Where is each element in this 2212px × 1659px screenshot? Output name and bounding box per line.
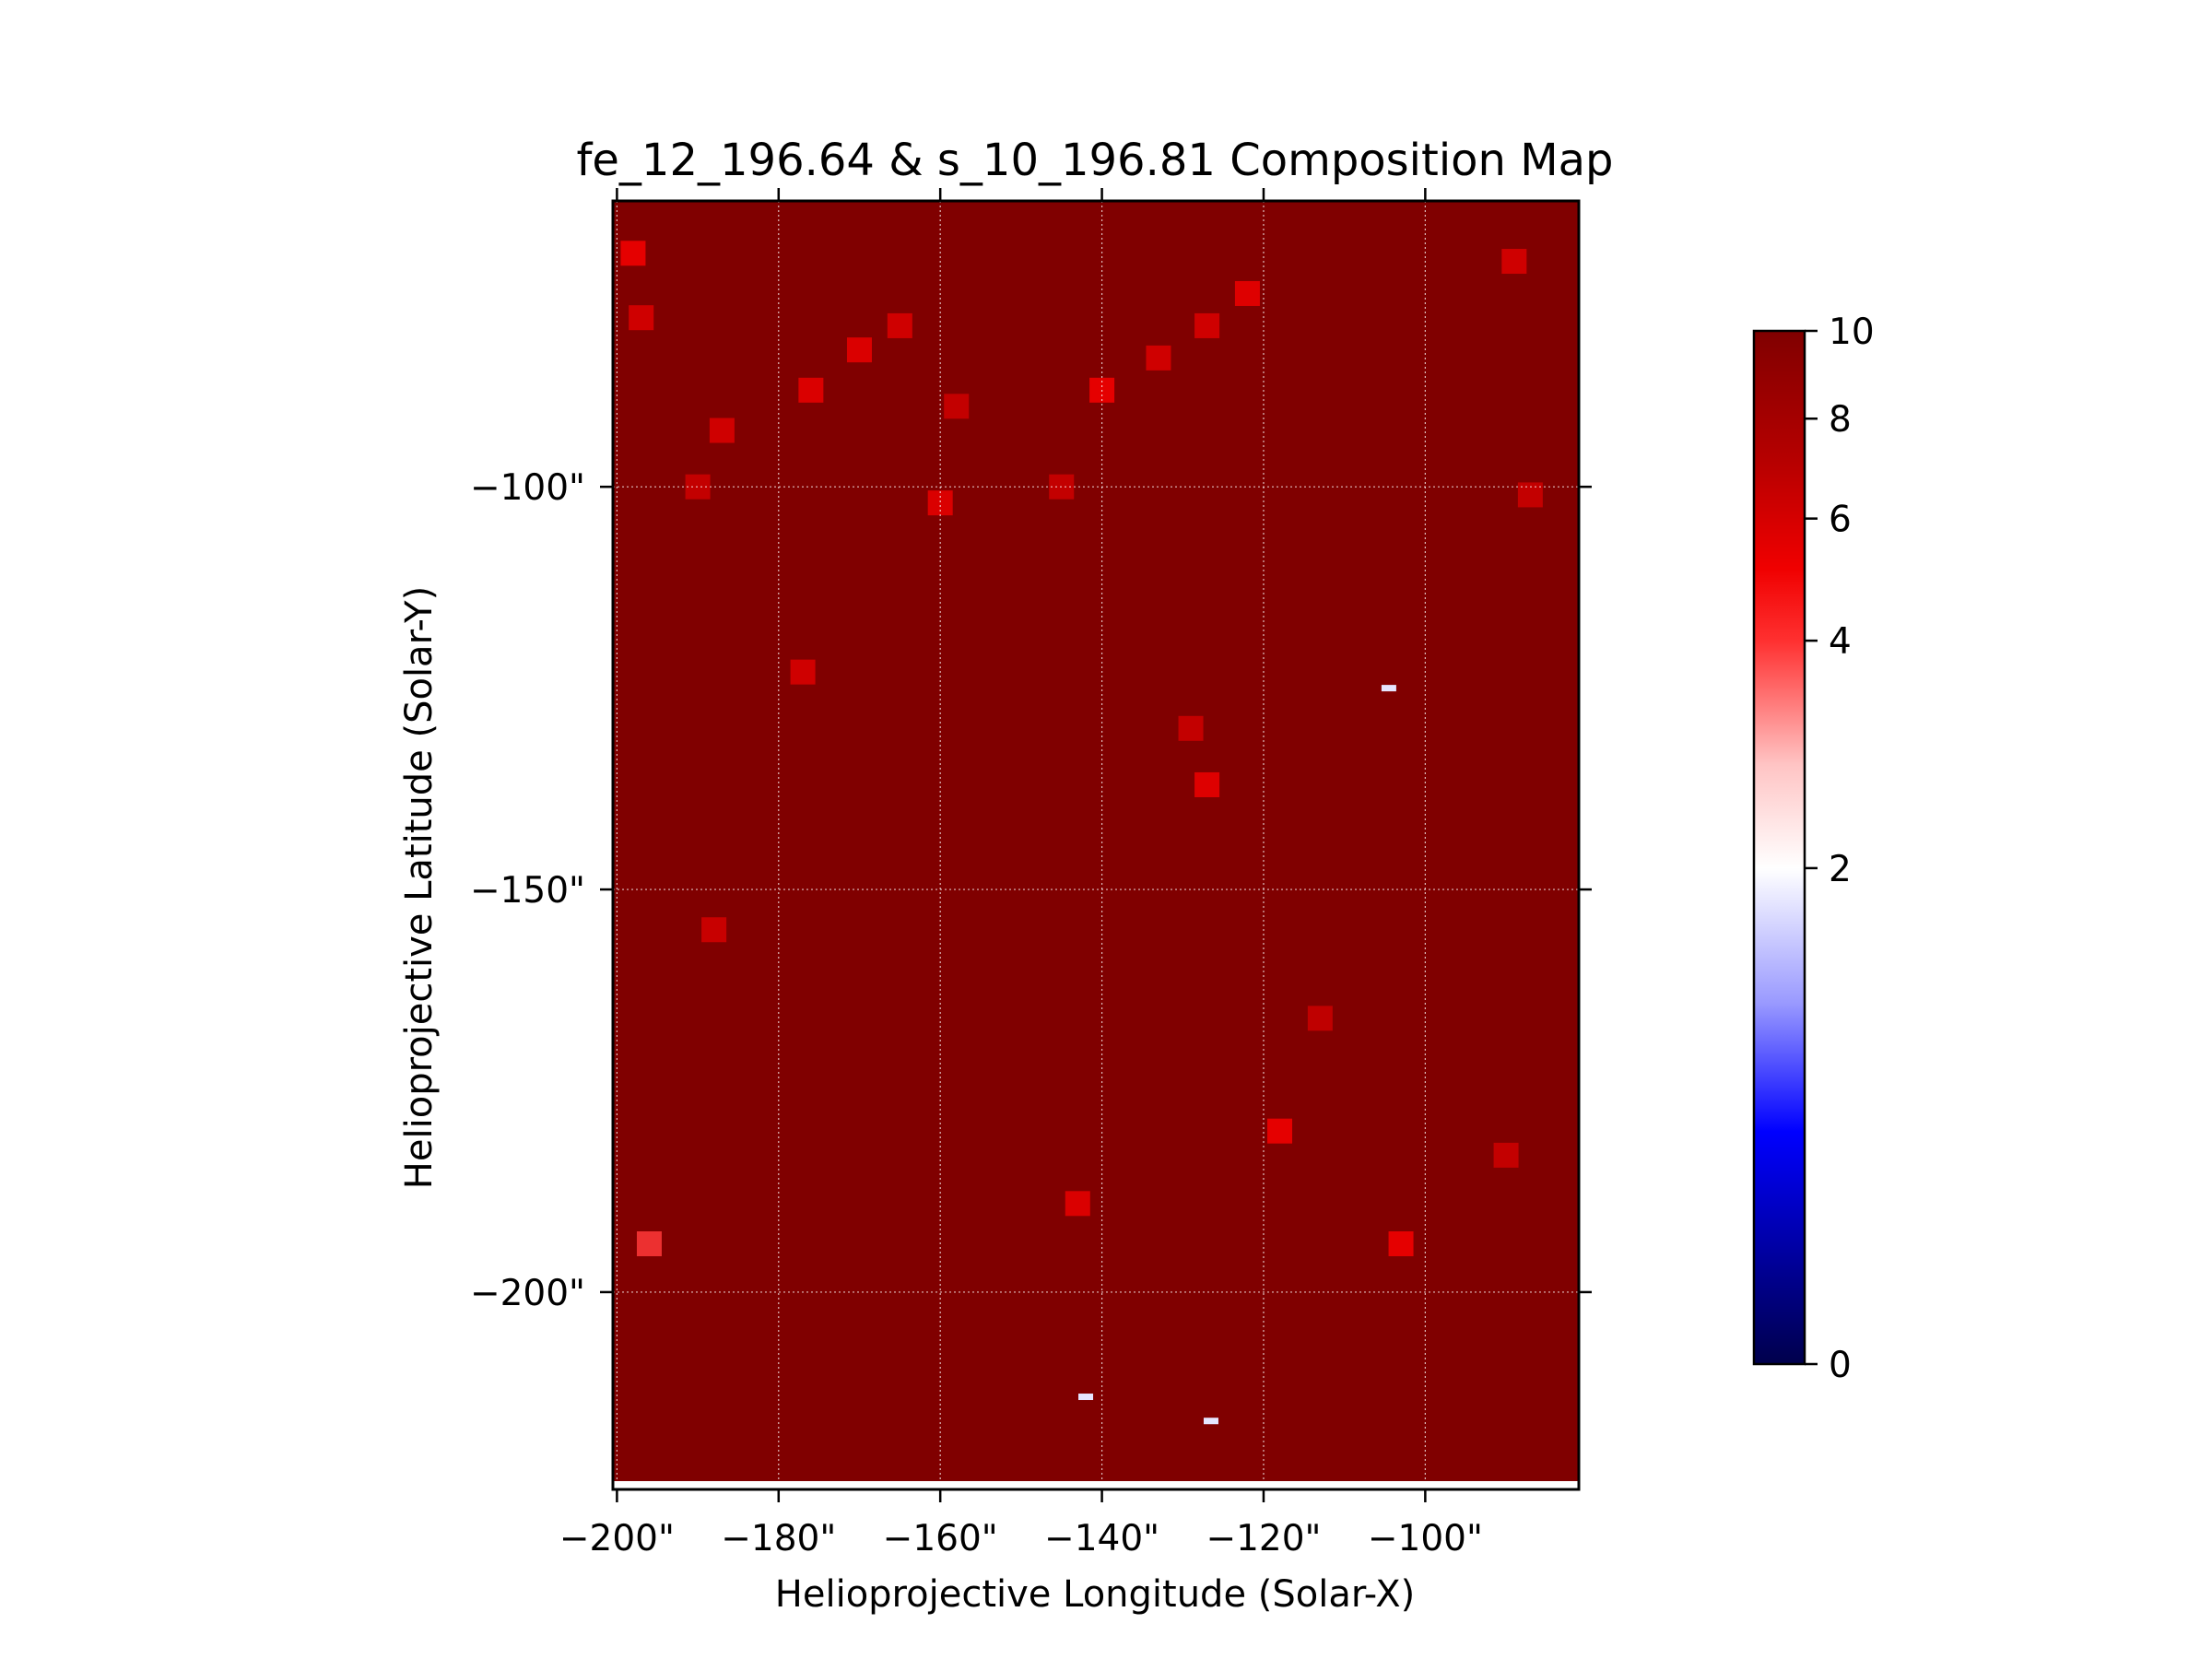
- x-tick-label: −180": [721, 1518, 836, 1559]
- heatmap-cell: [620, 241, 646, 266]
- heatmap-cell: [629, 305, 654, 331]
- heatmap-cell: [636, 1231, 662, 1257]
- heatmap-background: [613, 201, 1579, 1489]
- x-axis-label: Helioprojective Longitude (Solar-X): [775, 1573, 1415, 1616]
- x-tick-label: −200": [559, 1518, 675, 1559]
- y-axis-label: Helioprojective Latitude (Solar-Y): [398, 586, 441, 1189]
- heatmap-cell: [798, 377, 824, 403]
- x-axis-ticks: −200" −180" −160" −140" −120" −100": [559, 188, 1483, 1559]
- x-tick-label: −160": [883, 1518, 998, 1559]
- heatmap-cell: [1203, 1418, 1218, 1425]
- heatmap-cell: [1078, 1394, 1094, 1401]
- chart-title: fe_12_196.64 & s_10_196.81 Composition M…: [576, 135, 1613, 186]
- colorbar-tick-label: 10: [1829, 312, 1875, 353]
- heatmap-cell: [887, 312, 912, 338]
- heatmap-cell: [1501, 249, 1527, 275]
- bottom-edge-strip: [613, 1481, 1579, 1489]
- heatmap-cell: [701, 917, 727, 943]
- heatmap-cell: [1234, 280, 1260, 306]
- heatmap-cell: [1388, 1231, 1414, 1257]
- gridlines: [613, 201, 1579, 1489]
- y-axis-ticks: −100" −150" −200": [470, 467, 1592, 1314]
- x-tick-label: −140": [1044, 1518, 1159, 1559]
- x-tick-label: −120": [1206, 1518, 1321, 1559]
- y-tick-label: −200": [470, 1273, 585, 1314]
- heatmap-features: [620, 241, 1543, 1489]
- heatmap-cell: [1267, 1118, 1293, 1144]
- plot-area: [611, 199, 1581, 1491]
- heatmap-cell: [1194, 771, 1220, 797]
- heatmap-cell: [846, 337, 872, 363]
- colorbar-ticks: 0 2 4 6 8 10: [1805, 312, 1875, 1386]
- x-tick-label: −100": [1368, 1518, 1483, 1559]
- heatmap-cell: [1178, 715, 1204, 741]
- colorbar-tick-label: 4: [1829, 621, 1852, 663]
- colorbar-fill: [1752, 329, 1806, 1366]
- heatmap-cell: [709, 418, 735, 443]
- colorbar-tick-label: 8: [1829, 399, 1852, 441]
- heatmap-cell: [790, 659, 816, 685]
- colorbar-tick-label: 2: [1829, 849, 1852, 890]
- heatmap-cell: [944, 394, 970, 419]
- heatmap-cell: [927, 490, 953, 516]
- heatmap-cell: [1381, 685, 1396, 692]
- heatmap-cell: [1517, 482, 1543, 508]
- colorbar-tick-label: 0: [1829, 1345, 1852, 1386]
- y-tick-label: −100": [470, 467, 585, 509]
- y-tick-label: −150": [470, 870, 585, 912]
- plot-frame: [611, 199, 1581, 1491]
- heatmap-cell: [1307, 1006, 1333, 1031]
- colorbar-tick-label: 6: [1829, 500, 1852, 541]
- heatmap-cell: [1493, 1142, 1519, 1168]
- heatmap-cell: [1146, 345, 1171, 371]
- colorbar: 0 2 4 6 8 10: [1752, 312, 1875, 1386]
- heatmap-cell: [1194, 312, 1220, 338]
- heatmap-cell: [1065, 1191, 1090, 1217]
